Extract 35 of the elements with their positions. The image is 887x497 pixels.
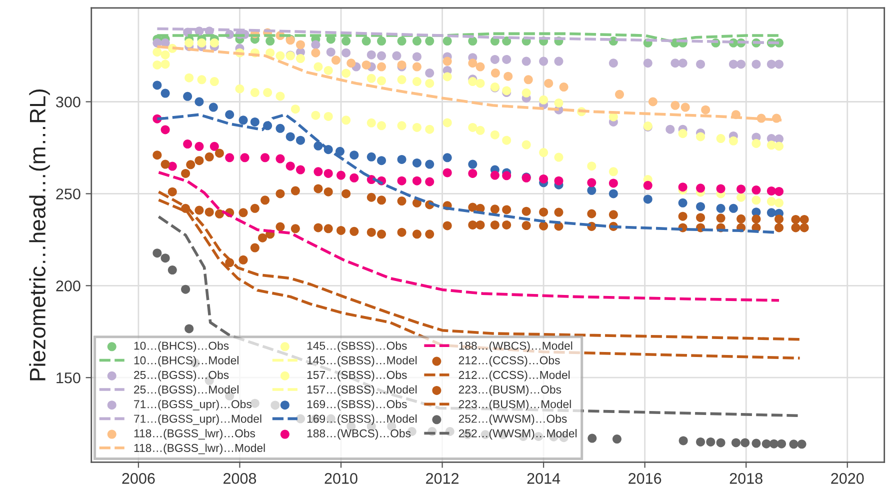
legend-label: 212…(CCSS)…Model bbox=[458, 370, 570, 382]
legend-label: 157…(SBSS)…Obs bbox=[307, 370, 407, 382]
legend-label: 71…(BGSS_upr)…Obs bbox=[134, 400, 252, 410]
legend-label: 25…(BGSS)…Obs bbox=[134, 370, 229, 382]
legend-label: 188…(WBCS)…Obs bbox=[307, 429, 411, 440]
legend-label: 169…(SBSS)…Obs bbox=[307, 400, 407, 410]
legend-label: 25…(BGSS)…Model bbox=[134, 385, 238, 396]
x-tick-label: 2020 bbox=[831, 473, 864, 484]
x-tick-label: 2018 bbox=[730, 473, 762, 484]
legend-label: 223…(BUSM)…Model bbox=[458, 400, 571, 410]
y-axis-title: Piezometric…head…(m…RL) bbox=[29, 90, 50, 380]
y-tick-label: 300 bbox=[56, 96, 80, 108]
x-tick-label: 2006 bbox=[122, 473, 155, 484]
legend-label: 252…(WWSM)…Obs bbox=[458, 414, 567, 426]
legend-label: 169…(SBSS)…Model bbox=[307, 414, 417, 426]
legend-label: 188…(WBCS)…Model bbox=[459, 341, 572, 352]
x-tick-label: 2008 bbox=[224, 473, 256, 484]
y-tick-label: 150 bbox=[56, 372, 80, 384]
legend-label: 71…(BGSS_upr)…Model bbox=[134, 414, 262, 426]
legend-label: 212…(CCSS)…Obs bbox=[458, 356, 560, 367]
legend-label: 145…(SBSS)…Model bbox=[307, 356, 417, 367]
legend-label: 118…(BGSS_lwr)…Obs bbox=[134, 429, 256, 440]
x-tick-label: 2016 bbox=[628, 473, 662, 484]
legend-label: 10…(BHCS)…Obs bbox=[134, 341, 229, 352]
legend-label: 145…(SBSS)…Obs bbox=[307, 341, 407, 352]
x-tick-label: 2014 bbox=[527, 473, 560, 484]
y-tick-label: 200 bbox=[56, 280, 80, 292]
y-tick-label: 250 bbox=[56, 188, 80, 200]
legend-label: 10…(BHCS)…Model bbox=[134, 356, 238, 367]
x-tick-label: 2010 bbox=[324, 473, 358, 484]
x-tick-label: 2012 bbox=[426, 473, 459, 484]
legend-label: 223…(BUSM)…Obs bbox=[458, 385, 562, 396]
legend-label: 157…(SBSS)…Model bbox=[307, 385, 417, 396]
legend-label: 118…(BGSS_lwr)…Model bbox=[134, 444, 265, 454]
legend-label: 252…(WWSM)…Model bbox=[458, 429, 577, 440]
